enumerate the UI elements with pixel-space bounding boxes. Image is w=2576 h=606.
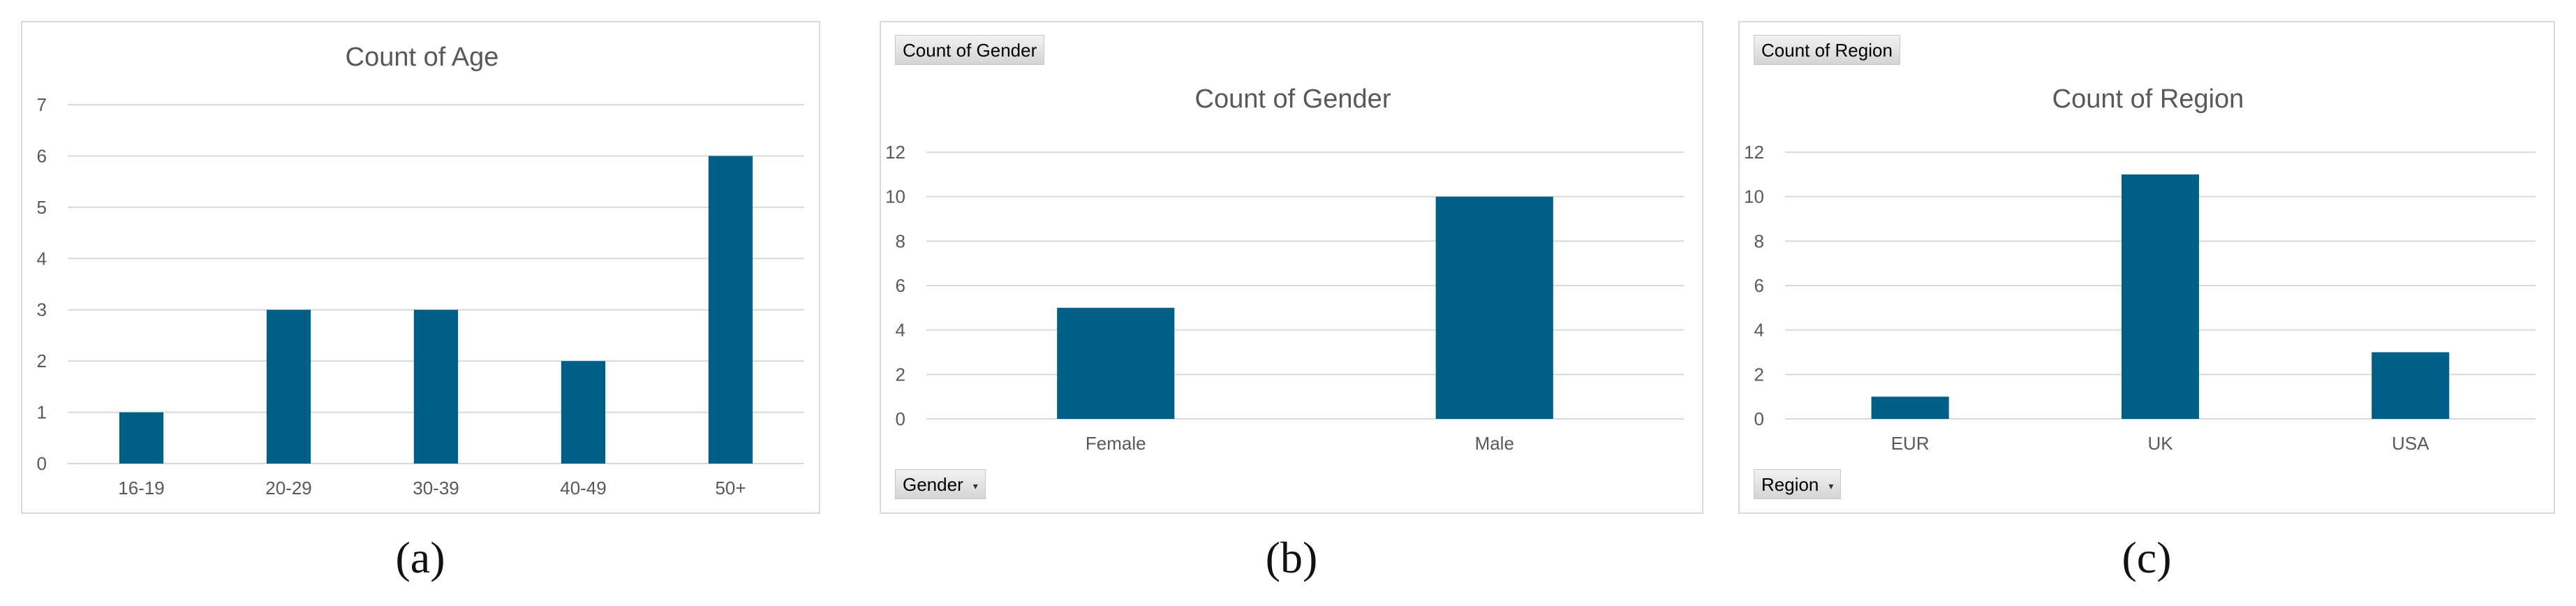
x-tick-label: 40-49: [560, 478, 607, 498]
region-bar-chart: Count of Region 0 2 4 6 8 10 12 EUR UK USA: [1744, 84, 2536, 454]
y-tick-label: 8: [896, 230, 905, 251]
y-tick-label: 5: [37, 197, 47, 218]
caption-c: (c): [2122, 533, 2172, 582]
x-tick-label: Female: [1086, 433, 1146, 454]
y-tick-label: 0: [37, 453, 47, 474]
x-tick-label: 20-29: [265, 478, 312, 498]
bar-usa: [2371, 352, 2450, 419]
age-bar-chart: Count of Age 0 1 2 3 4 5 6 7 16-19 20-29 30-39 40-49…: [37, 43, 804, 498]
dropdown-arrow-icon: ▾: [1828, 480, 1834, 492]
bar-50-: [708, 156, 753, 464]
y-tick-label: 4: [37, 248, 47, 269]
chart-panel-region: Count of Region 0 2 4 6 8 10 12 EUR UK USA Count o…: [1738, 21, 2555, 514]
bar-uk: [2121, 174, 2200, 420]
gender-bar-chart: Count of Gender 0 2 4 6 8 10 12 Female Male: [885, 84, 1684, 454]
gender-axis-filter-button[interactable]: Gender ▾: [895, 469, 986, 499]
dropdown-arrow-icon: ▾: [972, 480, 978, 492]
axis-button-label: Region: [1761, 474, 1819, 495]
y-tick-label: 2: [37, 350, 47, 371]
y-tick-label: 4: [1754, 320, 1764, 341]
chart-title: Count of Age: [346, 43, 499, 72]
y-tick-label: 2: [1754, 364, 1764, 385]
chart-panel-age: Count of Age 0 1 2 3 4 5 6 7 16-19 20-29 30-39 40-49…: [21, 21, 820, 514]
y-tick-label: 10: [1744, 186, 1764, 207]
bar-16-19: [119, 412, 164, 464]
y-tick-label: 10: [885, 186, 905, 207]
bar-20-29: [266, 309, 311, 464]
caption-b: (b): [1265, 533, 1318, 582]
caption-a: (a): [395, 533, 445, 582]
y-tick-label: 4: [896, 320, 905, 341]
y-tick-label: 6: [37, 145, 47, 166]
y-tick-label: 2: [896, 364, 905, 385]
x-tick-label: 16-19: [118, 478, 165, 498]
y-tick-label: 3: [37, 300, 47, 320]
y-tick-label: 0: [1754, 408, 1764, 429]
y-tick-label: 1: [37, 402, 47, 423]
axis-button-label: Gender: [903, 474, 963, 495]
x-tick-label: 50+: [715, 478, 746, 498]
bar-eur: [1871, 397, 1949, 419]
field-button-label: Count of Gender: [903, 40, 1037, 61]
chart-title: Count of Gender: [1195, 84, 1391, 114]
y-tick-label: 7: [37, 94, 47, 115]
bar-40-49: [561, 361, 606, 464]
x-tick-label: USA: [2392, 433, 2429, 454]
y-tick-label: 12: [1744, 142, 1764, 163]
chart-panel-gender: Count of Gender 0 2 4 6 8 10 12 Female Male Count…: [880, 21, 1703, 514]
chart-title: Count of Region: [2052, 84, 2244, 114]
y-tick-label: 8: [1754, 230, 1764, 251]
x-tick-label: UK: [2147, 433, 2173, 454]
y-tick-label: 6: [896, 275, 905, 296]
field-button-label: Count of Region: [1761, 40, 1893, 61]
bar-male: [1435, 196, 1553, 419]
count-of-region-field-button[interactable]: Count of Region: [1754, 35, 1900, 65]
x-tick-label: 30-39: [413, 478, 459, 498]
bar-female: [1057, 307, 1175, 419]
y-tick-label: 6: [1754, 275, 1764, 296]
count-of-gender-field-button[interactable]: Count of Gender: [895, 35, 1045, 65]
x-tick-label: EUR: [1891, 433, 1930, 454]
y-tick-label: 12: [885, 142, 905, 163]
y-tick-label: 0: [896, 408, 905, 429]
x-tick-label: Male: [1475, 433, 1514, 454]
bar-30-39: [413, 309, 459, 464]
region-axis-filter-button[interactable]: Region ▾: [1754, 469, 1842, 499]
